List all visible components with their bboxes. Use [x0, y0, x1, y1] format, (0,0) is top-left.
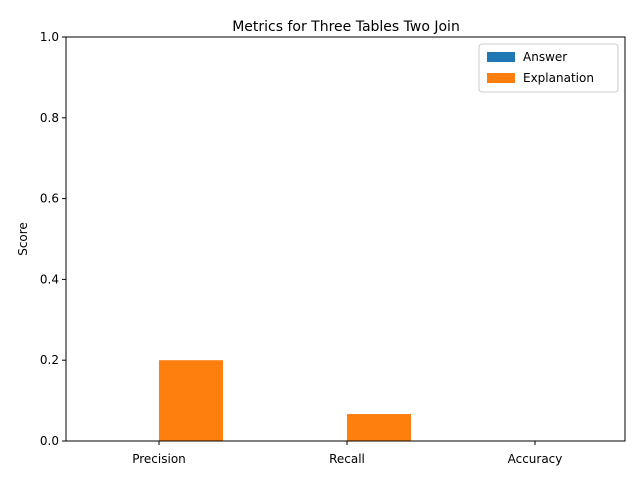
chart-title: Metrics for Three Tables Two Join: [232, 19, 460, 35]
y-tick-label: 0.0: [40, 434, 59, 448]
bar-explanation-recall: [347, 414, 411, 441]
legend-swatch-answer: [487, 52, 515, 62]
y-tick-label: 0.6: [40, 192, 59, 206]
x-axis-ticks: Precision Recall Accuracy: [132, 441, 562, 466]
y-tick-label: 0.2: [40, 353, 59, 367]
x-tick-label-recall: Recall: [329, 452, 365, 466]
legend-swatch-explanation: [487, 73, 515, 83]
legend-label-answer: Answer: [523, 50, 567, 64]
bars-group: [159, 360, 411, 441]
y-tick-label: 0.4: [40, 272, 59, 286]
x-tick-label-precision: Precision: [132, 452, 186, 466]
y-axis-ticks: 0.0 0.2 0.4 0.6 0.8 1.0: [40, 30, 66, 448]
x-tick-label-accuracy: Accuracy: [508, 452, 563, 466]
legend: Answer Explanation: [478, 43, 619, 93]
bar-explanation-precision: [159, 360, 223, 441]
y-axis-label: Score: [16, 222, 30, 256]
legend-label-explanation: Explanation: [523, 71, 594, 85]
plot-frame: [65, 36, 626, 442]
y-tick-label: 1.0: [40, 30, 59, 44]
y-tick-label: 0.8: [40, 111, 59, 125]
